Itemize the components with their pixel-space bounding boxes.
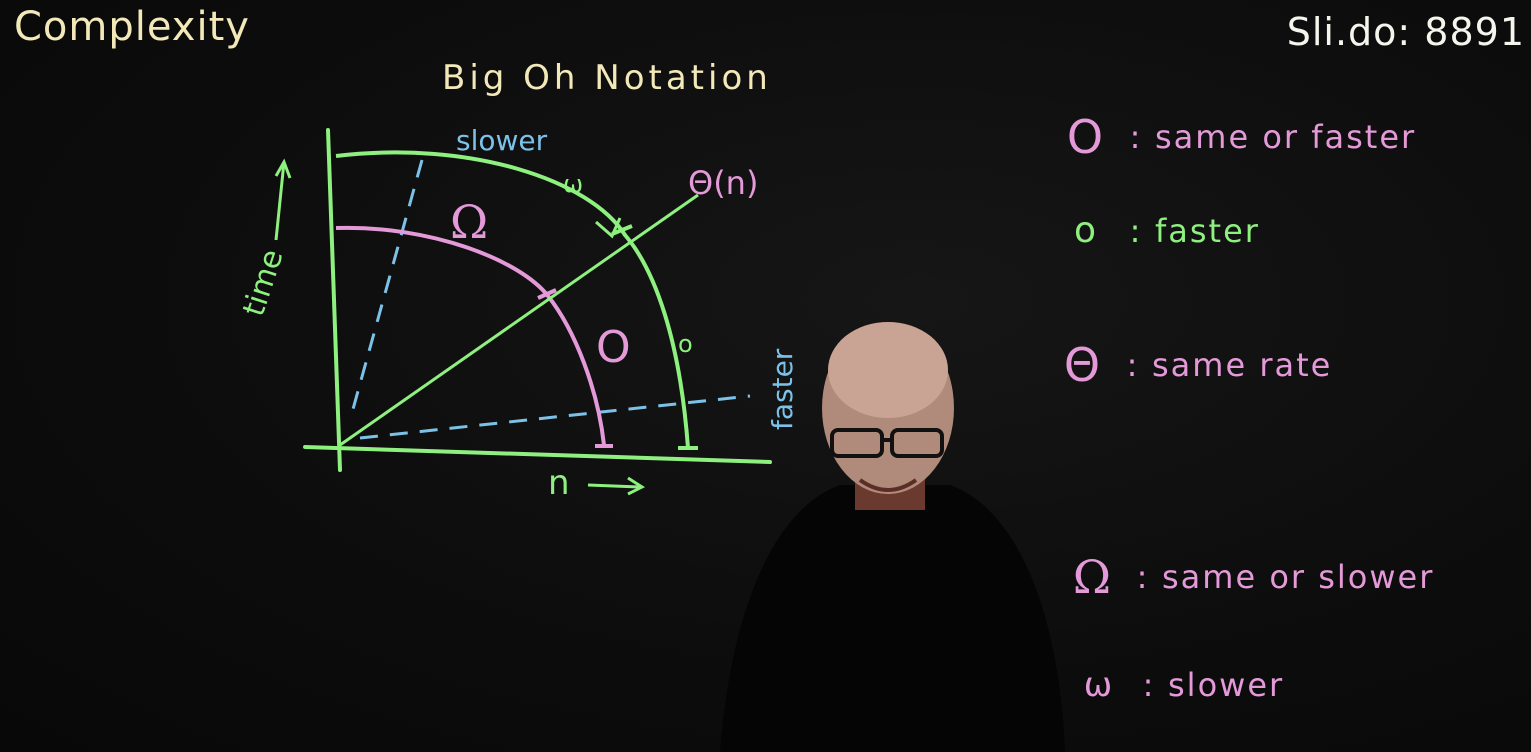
faster-label: faster [766, 348, 799, 430]
legend-big-o: O : same or faster [1055, 110, 1416, 164]
time-arrow [274, 161, 286, 241]
omega-label: Ω [450, 195, 488, 249]
little-o-label: o [678, 330, 693, 358]
time-arrow-head [274, 158, 292, 179]
theta-n-label: Θ(n) [688, 164, 758, 202]
legend-symbol: O [1066, 110, 1104, 164]
legend-theta: Θ : same rate [1052, 338, 1332, 392]
big-o-label: O [596, 322, 631, 373]
legend-omega: Ω : same or slower [1062, 550, 1434, 604]
y-axis [326, 128, 342, 472]
dashed-faster-line [359, 394, 751, 440]
legend-symbol: o [1073, 210, 1097, 251]
legend-text: same or slower [1162, 558, 1435, 596]
inner-arc [335, 225, 606, 446]
legend-little-omega: ω : slower [1068, 665, 1284, 705]
legend-symbol: Ω [1072, 550, 1112, 604]
legend-text: slower [1168, 666, 1285, 704]
legend-text: same rate [1152, 346, 1333, 384]
legend-symbol: Θ [1063, 338, 1101, 392]
legend-symbol: ω [1083, 665, 1113, 705]
legend-colon: : [1142, 666, 1154, 704]
dashed-slower-line [348, 159, 424, 421]
legend-little-o: o : faster [1055, 210, 1260, 251]
legend-text: same or faster [1155, 118, 1417, 156]
slower-label: slower [456, 124, 548, 157]
presenter-figure [720, 322, 1065, 752]
slido-code: Sli.do: 8891 [1286, 10, 1525, 54]
corner-title: Complexity [14, 4, 250, 50]
legend-colon: : [1136, 558, 1148, 596]
omega-small-label: ω [563, 170, 583, 198]
theta-line [339, 193, 699, 447]
diagram-heading: Big Oh Notation [442, 58, 772, 98]
time-label: time [236, 245, 290, 320]
n-arrow-head [627, 476, 646, 496]
n-label: n [548, 463, 570, 503]
legend-colon: : [1129, 211, 1141, 250]
legend-colon: : [1126, 346, 1138, 384]
legend-text: faster [1155, 211, 1260, 250]
x-axis [303, 445, 772, 464]
n-arrow [587, 483, 641, 489]
legend-colon: : [1129, 118, 1141, 156]
outer-arc [335, 150, 690, 449]
